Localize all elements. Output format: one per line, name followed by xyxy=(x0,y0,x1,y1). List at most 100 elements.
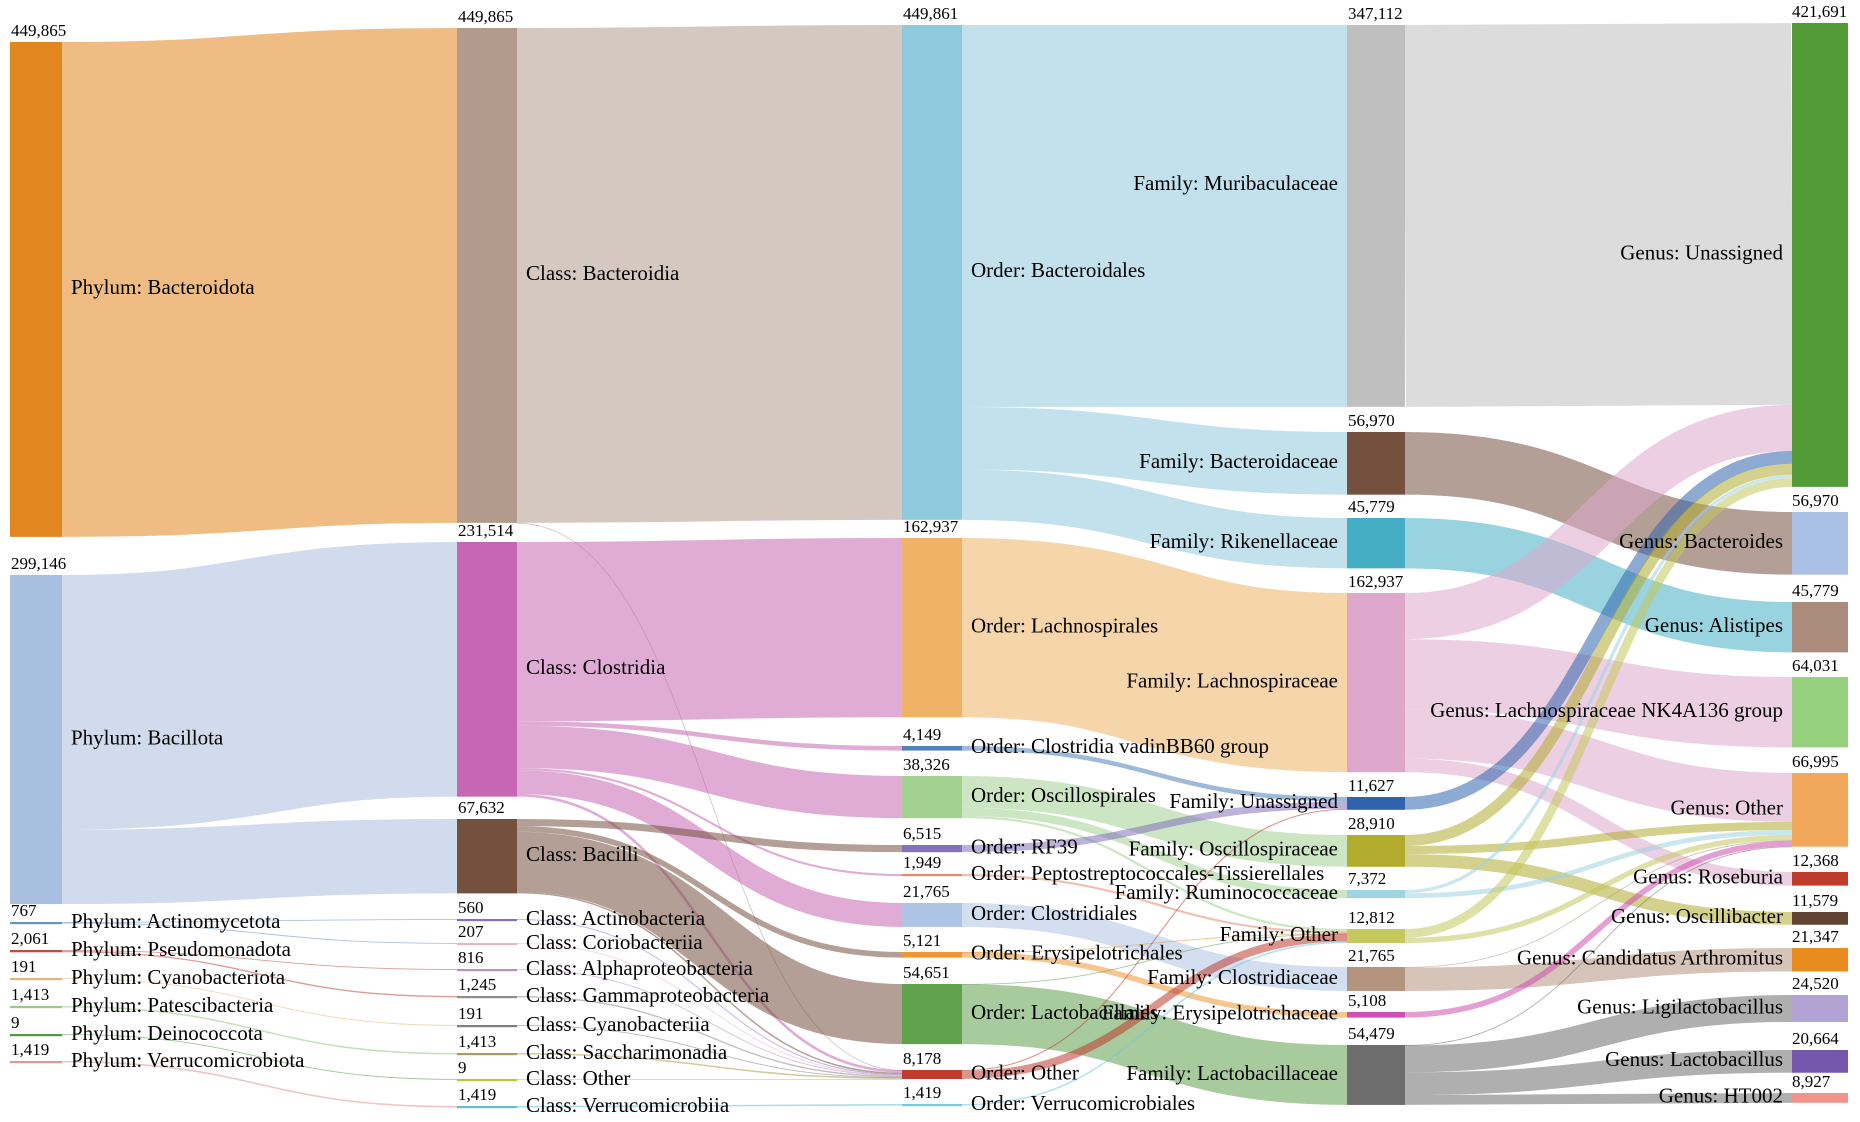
node-family-ruminococcaceae[interactable] xyxy=(1347,890,1405,899)
link-class-cyanobacteriia-to-order-other[interactable] xyxy=(516,1025,903,1079)
node-genus-oscillibacter[interactable] xyxy=(1792,912,1848,925)
link-order-lachnospirales-to-family-lachnospiraceae[interactable] xyxy=(961,537,1348,773)
node-phylum-pseudomonadota[interactable] xyxy=(10,950,62,953)
link-phylum-deinococcota-to-class-other[interactable] xyxy=(61,1034,458,1080)
link-order-erysipelotrichales-to-family-erysipelotrichaceae[interactable] xyxy=(961,952,1348,1018)
link-class-bacilli-to-order-other[interactable] xyxy=(516,891,903,1075)
link-order-rf39-to-family-unassigned[interactable] xyxy=(961,801,1348,853)
link-order-oscillospirales-to-family-other[interactable] xyxy=(961,815,1348,932)
link-class-saccharimonadia-to-order-other[interactable] xyxy=(516,1053,903,1079)
node-phylum-bacillota[interactable] xyxy=(10,575,62,905)
link-class-gammaproteobacteria-to-order-other[interactable] xyxy=(516,996,903,1078)
node-genus-alistipes[interactable] xyxy=(1792,602,1848,653)
link-phylum-pseudomonadota-to-class-alphaproteobacteria[interactable] xyxy=(61,950,458,970)
node-family-clostridiaceae[interactable] xyxy=(1347,967,1405,991)
link-order-lactobacillales-to-family-other[interactable] xyxy=(961,933,1348,985)
link-family-other-to-genus-other[interactable] xyxy=(1404,834,1793,944)
node-genus-unassigned[interactable] xyxy=(1792,23,1848,487)
link-family-lactobacillaceae-to-genus-other[interactable] xyxy=(1404,846,1793,1046)
link-phylum-bacteroidota-to-class-bacteroidia[interactable] xyxy=(61,28,458,537)
link-family-clostridiaceae-to-genus-other[interactable] xyxy=(1404,840,1793,968)
node-order-clostridia-vadinbb60-group[interactable] xyxy=(902,746,962,751)
node-family-rikenellaceae[interactable] xyxy=(1347,518,1405,569)
node-order-erysipelotrichales[interactable] xyxy=(902,952,962,958)
node-family-other[interactable] xyxy=(1347,929,1405,944)
node-class-gammaproteobacteria[interactable] xyxy=(457,996,517,999)
link-family-lachnospiraceae-to-genus-other[interactable] xyxy=(1404,709,1793,822)
node-genus-ht002[interactable] xyxy=(1792,1093,1848,1103)
link-family-lachnospiraceae-to-genus-roseburia[interactable] xyxy=(1404,758,1793,886)
node-genus-other[interactable] xyxy=(1792,773,1848,847)
link-class-clostridia-to-order-clostridia-vadinbb60-group[interactable] xyxy=(516,721,903,751)
link-order-verrucomicrobiales-to-family-other[interactable] xyxy=(961,941,1348,1106)
node-phylum-cyanobacteriota[interactable] xyxy=(10,978,62,981)
node-family-unassigned[interactable] xyxy=(1347,797,1405,810)
link-class-coriobacteriia-to-order-other[interactable] xyxy=(516,943,903,1076)
link-family-lactobacillaceae-to-genus-lactobacillus[interactable] xyxy=(1404,1050,1793,1096)
link-family-clostridiaceae-to-genus-candidatus-arthromitus[interactable] xyxy=(1404,948,1793,991)
node-family-muribaculaceae[interactable] xyxy=(1347,25,1405,407)
node-order-oscillospirales[interactable] xyxy=(902,776,962,819)
node-class-bacteroidia[interactable] xyxy=(457,28,517,523)
link-family-oscillospiraceae-to-genus-other[interactable] xyxy=(1404,821,1793,855)
link-order-lactobacillales-to-family-lactobacillaceae[interactable] xyxy=(961,984,1348,1105)
node-class-cyanobacteriia[interactable] xyxy=(457,1025,517,1028)
link-phylum-actinomycetota-to-class-coriobacteriia[interactable] xyxy=(61,922,458,944)
link-class-bacilli-to-order-lactobacillales[interactable] xyxy=(516,831,903,1045)
node-genus-roseburia[interactable] xyxy=(1792,872,1848,886)
node-order-lachnospirales[interactable] xyxy=(902,538,962,718)
node-family-bacteroidaceae[interactable] xyxy=(1347,432,1405,495)
link-order-bacteroidales-to-family-rikenellaceae[interactable] xyxy=(961,469,1348,569)
link-order-clostridia-vadinbb60-group-to-family-unassigned[interactable] xyxy=(961,746,1348,802)
link-phylum-cyanobacteriota-to-class-cyanobacteriia[interactable] xyxy=(61,978,458,1026)
link-order-oscillospirales-to-family-ruminococcaceae[interactable] xyxy=(961,807,1348,899)
node-order-verrucomicrobiales[interactable] xyxy=(902,1104,962,1107)
link-class-alphaproteobacteria-to-order-other[interactable] xyxy=(516,969,903,1076)
node-class-coriobacteriia[interactable] xyxy=(457,943,517,946)
node-class-verrucomicrobiia[interactable] xyxy=(457,1106,517,1109)
link-order-clostridiales-to-family-clostridiaceae[interactable] xyxy=(961,903,1348,991)
link-order-peptostreptococcales-tissierellales-to-family-other[interactable] xyxy=(961,874,1348,934)
link-family-ruminococcaceae-to-genus-other[interactable] xyxy=(1404,830,1793,899)
link-phylum-actinomycetota-to-class-actinobacteria[interactable] xyxy=(61,919,458,923)
node-genus-ligilactobacillus[interactable] xyxy=(1792,995,1848,1022)
link-order-erysipelotrichales-to-family-other[interactable] xyxy=(961,933,1348,953)
link-order-other-to-family-unassigned[interactable] xyxy=(961,808,1348,1072)
node-class-actinobacteria[interactable] xyxy=(457,919,517,922)
link-family-other-to-genus-unassigned[interactable] xyxy=(1404,478,1793,938)
link-family-muribaculaceae-to-genus-unassigned[interactable] xyxy=(1404,23,1793,407)
link-class-bacilli-to-order-rf39[interactable] xyxy=(516,818,903,853)
node-order-lactobacillales[interactable] xyxy=(902,984,962,1045)
node-order-clostridiales[interactable] xyxy=(902,903,962,927)
link-phylum-bacillota-to-class-bacilli[interactable] xyxy=(61,819,458,905)
link-order-oscillospirales-to-family-oscillospiraceae[interactable] xyxy=(961,776,1348,867)
link-family-erysipelotrichaceae-to-genus-other[interactable] xyxy=(1404,840,1793,1018)
node-phylum-bacteroidota[interactable] xyxy=(10,42,62,537)
link-family-lactobacillaceae-to-genus-ht002[interactable] xyxy=(1404,1093,1793,1105)
node-phylum-actinomycetota[interactable] xyxy=(10,922,62,925)
link-family-rikenellaceae-to-genus-alistipes[interactable] xyxy=(1404,517,1793,653)
link-class-clostridia-to-order-clostridiales[interactable] xyxy=(516,770,903,927)
node-class-alphaproteobacteria[interactable] xyxy=(457,969,517,972)
node-genus-bacteroides[interactable] xyxy=(1792,512,1848,575)
link-order-bacteroidales-to-family-bacteroidaceae[interactable] xyxy=(961,406,1348,495)
link-class-clostridia-to-order-oscillospirales[interactable] xyxy=(516,725,903,819)
link-family-lachnospiraceae-to-genus-lachnospiraceae-nk4a136-group[interactable] xyxy=(1404,639,1793,748)
link-family-ruminococcaceae-to-genus-unassigned[interactable] xyxy=(1404,474,1793,894)
node-genus-lactobacillus[interactable] xyxy=(1792,1050,1848,1073)
link-class-verrucomicrobiia-to-order-verrucomicrobiales[interactable] xyxy=(516,1103,903,1108)
link-class-clostridia-to-order-peptostreptococcales-tissierellales[interactable] xyxy=(516,767,903,877)
node-genus-lachnospiraceae-nk4a136-group[interactable] xyxy=(1792,677,1848,748)
node-order-bacteroidales[interactable] xyxy=(902,25,962,520)
link-order-other-to-family-other[interactable] xyxy=(961,933,1348,1079)
node-phylum-verrucomicrobiota[interactable] xyxy=(10,1061,62,1064)
node-phylum-patescibacteria[interactable] xyxy=(10,1006,62,1009)
link-phylum-pseudomonadota-to-class-gammaproteobacteria[interactable] xyxy=(61,950,458,998)
link-class-bacteroidia-to-order-bacteroidales[interactable] xyxy=(516,25,903,523)
node-class-other[interactable] xyxy=(457,1079,517,1082)
node-class-bacilli[interactable] xyxy=(457,819,517,894)
link-family-lachnospiraceae-to-genus-unassigned[interactable] xyxy=(1404,404,1793,640)
link-family-lactobacillaceae-to-genus-ligilactobacillus[interactable] xyxy=(1404,995,1793,1073)
node-order-rf39[interactable] xyxy=(902,845,962,853)
link-phylum-verrucomicrobiota-to-class-verrucomicrobiia[interactable] xyxy=(61,1060,458,1108)
